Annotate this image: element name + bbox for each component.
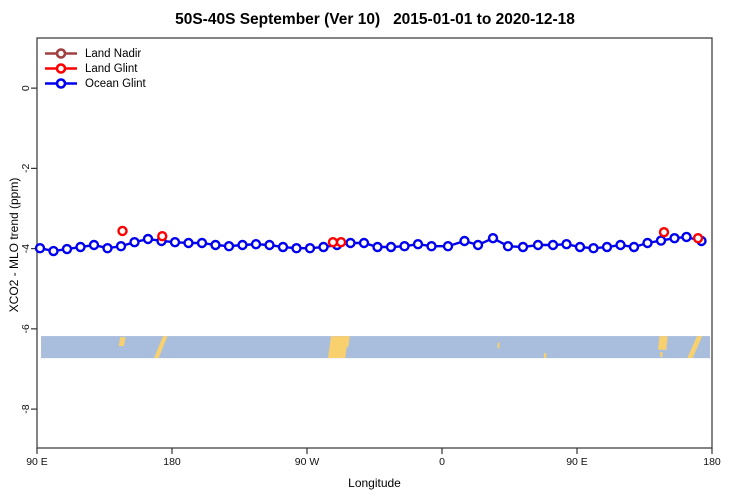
ocean-glint-point — [129, 236, 140, 248]
map-strip-land-patch — [154, 336, 168, 359]
land-glint-point — [157, 230, 168, 242]
chart-legend: Land Nadir Land Glint Ocean Glint — [43, 46, 146, 91]
ocean-glint-point — [75, 241, 86, 253]
ocean-glint-point — [358, 237, 370, 249]
x-tick-label: 90 E — [26, 456, 48, 468]
ocean-glint-point — [681, 231, 692, 243]
ocean-glint-point — [442, 241, 454, 252]
ocean-glint-point — [517, 241, 529, 253]
ocean-glint-point — [264, 239, 275, 251]
x-tick-label: 180 — [163, 456, 181, 468]
y-tick-label: -6 — [20, 324, 32, 333]
land-glint-point — [692, 232, 704, 244]
ocean-glint-point — [345, 237, 356, 249]
legend-label: Land Nadir — [85, 47, 142, 60]
ocean-glint-point — [210, 239, 221, 251]
ocean-glint-point — [561, 239, 572, 250]
ocean-glint-point — [487, 232, 499, 244]
plot-border — [36, 37, 713, 449]
ocean-glint-point — [472, 239, 484, 251]
ocean-glint-point — [372, 241, 383, 253]
ocean-glint-point — [318, 241, 329, 253]
map-strip-land-patch — [118, 337, 126, 347]
map-strip-land-patch — [660, 351, 663, 358]
ocean-glint-point — [291, 243, 302, 254]
map-strip-land-patch — [687, 336, 703, 359]
ocean-glint-point — [532, 239, 544, 251]
map-strip-land-patch — [544, 353, 547, 359]
map-strip-land-patch — [328, 336, 349, 359]
x-axis-title: Longitude — [348, 476, 401, 490]
ocean-glint-point — [385, 241, 397, 253]
y-tick-label: 0 — [20, 85, 32, 91]
ocean-glint-point — [61, 243, 73, 255]
ocean-glint-point — [169, 236, 181, 248]
ocean-glint-point — [304, 243, 316, 254]
ocean-glint-point — [277, 241, 289, 253]
legend-marker-icon — [45, 63, 77, 74]
legend-item-ocean-glint: Ocean Glint — [43, 76, 146, 91]
ocean-glint-point — [48, 245, 59, 257]
ocean-glint-point — [34, 243, 46, 254]
ocean-glint-point — [574, 241, 586, 253]
map-strip-land-patch — [343, 336, 350, 348]
legend-item-land-nadir: Land Nadir — [43, 46, 146, 61]
ocean-glint-point — [615, 239, 626, 251]
ocean-glint-point — [655, 235, 667, 246]
ocean-glint-point — [459, 235, 470, 247]
map-strip-land-patch — [658, 336, 668, 350]
ocean-glint-point — [502, 241, 514, 252]
ocean-glint-point — [412, 239, 424, 250]
legend-label: Ocean Glint — [85, 77, 146, 90]
ocean-glint-point — [588, 243, 599, 254]
x-tick-label: 90 W — [295, 456, 320, 468]
ocean-glint-point — [250, 239, 262, 250]
map-strip-ocean — [41, 336, 711, 359]
ocean-glint-point — [237, 239, 248, 251]
ocean-glint-point — [115, 241, 127, 252]
ocean-glint-point — [183, 237, 194, 249]
land-glint-point — [658, 226, 670, 238]
ocean-glint-point — [642, 237, 653, 249]
x-tick-label: 90 E — [566, 456, 588, 468]
ocean-glint-point — [628, 241, 640, 253]
chart-title: 50S-40S September (Ver 10) 2015-01-01 to… — [175, 11, 575, 28]
ocean-glint-point — [547, 239, 559, 251]
x-tick-label: 180 — [703, 456, 721, 468]
ocean-glint-point — [399, 241, 410, 252]
ocean-glint-point — [426, 241, 437, 252]
legend-marker-icon — [45, 48, 77, 59]
ocean-glint-point — [102, 243, 113, 254]
land-glint-point — [327, 236, 339, 248]
map-strip-land-patch — [497, 342, 500, 349]
land-glint-point — [117, 225, 128, 237]
y-tick-label: -4 — [20, 244, 32, 253]
ocean-glint-point — [669, 232, 680, 244]
ocean-glint-point — [601, 241, 613, 253]
ocean-glint-point — [142, 233, 154, 245]
x-tick-label: 0 — [439, 456, 445, 468]
map-strip-land-group — [118, 336, 703, 359]
legend-label: Land Glint — [85, 62, 138, 75]
ocean-glint-point — [196, 237, 208, 249]
legend-item-land-glint: Land Glint — [43, 61, 146, 76]
y-tick-label: -2 — [20, 164, 32, 173]
legend-marker-icon — [45, 78, 77, 89]
land-glint-point — [335, 236, 347, 248]
ocean-glint-point — [88, 239, 100, 251]
y-tick-label: -8 — [20, 404, 32, 413]
y-axis-title: XCO2 - MLO trend (ppm) — [7, 177, 21, 313]
ocean-glint-point — [223, 241, 235, 252]
